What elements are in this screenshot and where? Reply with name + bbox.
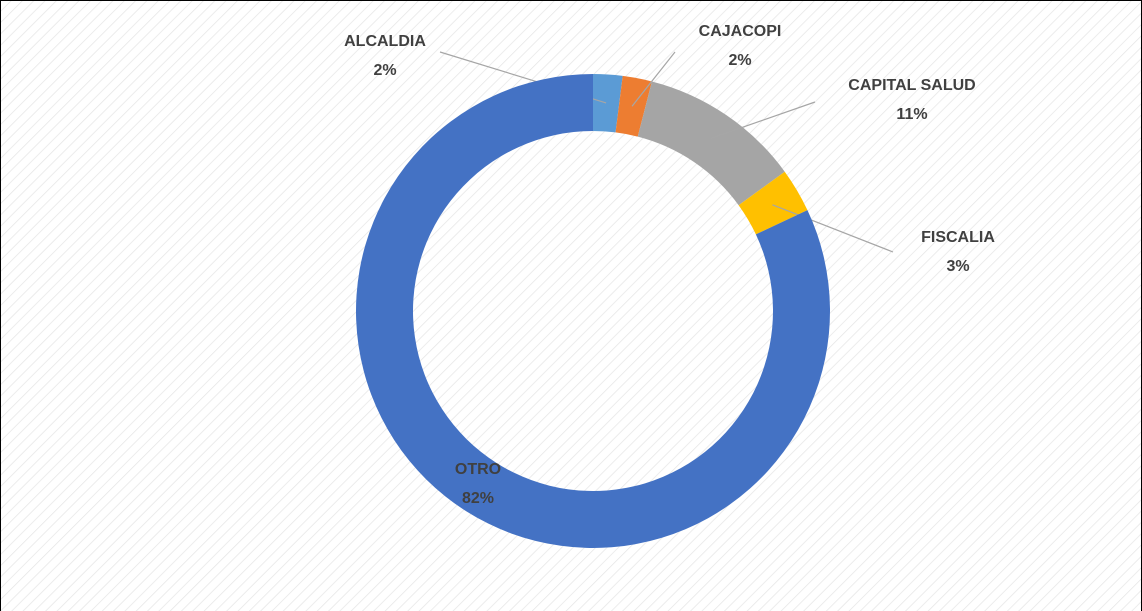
leader-line	[631, 51, 676, 107]
leader-line	[772, 204, 894, 253]
data-label-value: 82%	[462, 490, 494, 507]
leader-line	[709, 101, 816, 140]
donut-slice	[615, 75, 652, 137]
data-label-value: 2%	[728, 52, 751, 69]
data-label-name: CAJACOPI	[699, 23, 782, 40]
data-label-value: 3%	[946, 258, 969, 275]
data-label-value: 2%	[373, 62, 396, 79]
data-label-name: OTRO	[455, 461, 501, 478]
donut-slice	[637, 81, 785, 206]
data-label-name: FISCALIA	[921, 229, 995, 246]
data-label-name: CAPITAL SALUD	[848, 77, 975, 94]
data-label-value: 11%	[896, 106, 927, 123]
data-label-name: ALCALDIA	[344, 33, 426, 50]
donut-slice	[593, 74, 623, 133]
donut-slice	[738, 171, 808, 235]
